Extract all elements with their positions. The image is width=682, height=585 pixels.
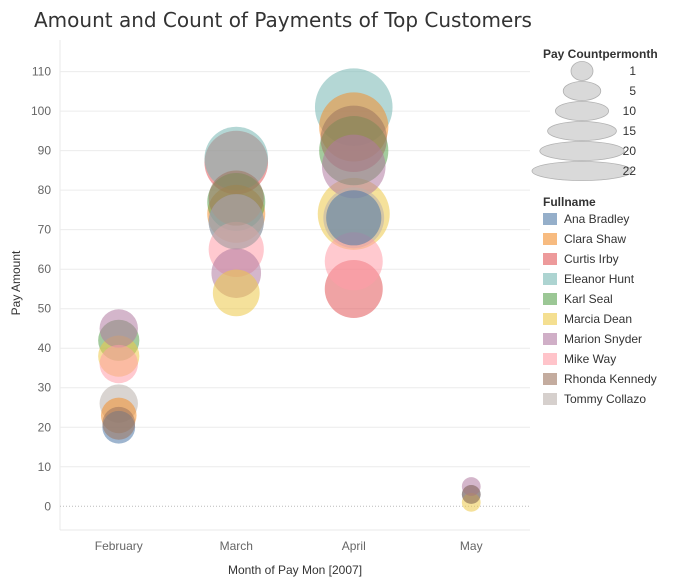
size-legend-label: 15 [623,124,637,138]
y-tick-label: 10 [38,460,52,474]
color-legend-swatch [543,273,557,285]
size-legend-label: 10 [623,104,637,118]
x-tick-label: April [342,539,366,553]
bubble-ana-bradley[interactable] [326,190,382,246]
axis-layer: 0 10 20 30 40 50 60 70 80 90 100 110 February March Ap… [31,65,483,553]
size-legend-label: 20 [623,144,637,158]
color-legend-swatch [543,233,557,245]
y-tick-label: 90 [38,144,52,158]
color-legend-swatch [543,333,557,345]
color-legend-label: Tommy Collazo [564,392,646,406]
bubble-eleanor-hunt[interactable] [204,126,269,191]
size-legend-label: 22 [623,164,637,178]
size-legend-mark [547,121,617,141]
color-legend-label: Karl Seal [564,292,613,306]
size-legend-mark [555,101,610,121]
color-legend-label: Marcia Dean [564,312,632,326]
color-legend-label: Clara Shaw [564,232,626,246]
color-legend-label: Mike Way [564,352,616,366]
y-tick-label: 60 [38,262,52,276]
bubble-mike-way[interactable] [99,344,138,384]
color-legend-swatch [543,293,557,305]
bubble-layer [98,68,481,512]
color-legend-swatch [543,373,557,385]
y-tick-label: 30 [38,381,52,395]
y-tick-label: 70 [38,223,52,237]
size-legend-mark [562,81,602,101]
size-legend-label: 1 [629,64,636,78]
bubble-marcia-dean[interactable] [212,269,260,317]
color-legend-label: Curtis Irby [564,252,619,266]
color-legend-label: Rhonda Kennedy [564,372,657,386]
grid-layer [59,40,530,531]
color-legend: Fullname Ana Bradley Clara Shaw Curtis Irb… [543,195,657,406]
color-legend-label: Ana Bradley [564,212,629,226]
color-legend-swatch [543,213,557,225]
y-tick-label: 50 [38,302,52,316]
color-legend-label: Marion Snyder [564,332,642,346]
y-tick-label: 0 [44,499,51,513]
size-legend-mark [531,161,633,181]
size-legend-mark [570,61,594,81]
color-legend-title: Fullname [543,195,596,209]
y-tick-label: 80 [38,183,52,197]
size-legend-label: 5 [629,84,636,98]
y-tick-label: 110 [32,65,51,79]
color-legend-label: Eleanor Hunt [564,272,635,286]
color-legend-swatch [543,313,557,325]
x-axis-title: Month of Pay Mon [2007] [228,563,362,577]
bubble-mike-way[interactable] [324,232,383,291]
bubble-rhonda-kennedy[interactable] [461,485,481,504]
x-tick-label: February [95,539,143,553]
y-axis-title: Pay Amount [9,250,23,315]
bubble-tommy-collazo[interactable] [208,194,264,250]
bubble-marion-snyder[interactable] [321,134,386,199]
x-tick-label: March [220,539,253,553]
color-legend-swatch [543,253,557,265]
bubble-rhonda-kennedy[interactable] [102,406,136,440]
size-legend-title: Pay Countpermonth [543,47,658,61]
y-tick-label: 100 [31,104,51,118]
chart-title: Amount and Count of Payments of Top Cust… [34,8,532,32]
x-tick-label: May [460,539,483,553]
color-legend-swatch [543,353,557,365]
bubble-marion-snyder[interactable] [99,309,138,348]
size-legend-mark [539,141,625,161]
y-tick-label: 20 [38,420,52,434]
color-legend-swatch [543,393,557,405]
y-tick-label: 40 [38,341,52,355]
